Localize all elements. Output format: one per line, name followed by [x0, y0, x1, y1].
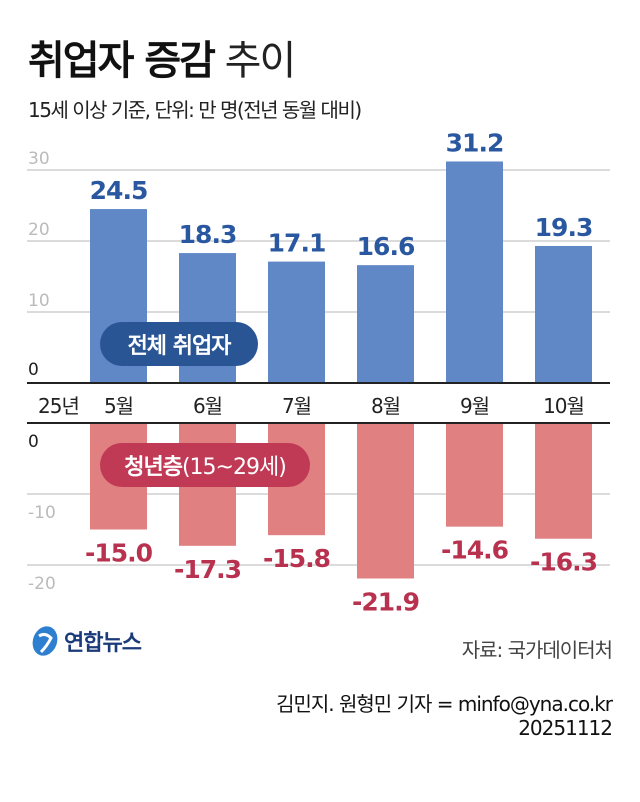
data-label-youth: -17.3 [174, 555, 241, 584]
bar-total [535, 245, 592, 383]
bar-total [268, 261, 325, 383]
data-label-total: 24.5 [90, 176, 148, 205]
bar-total [446, 161, 503, 383]
data-label-youth: -21.9 [352, 587, 419, 616]
bar-youth [535, 423, 592, 539]
credit-date: 20251112 [518, 716, 613, 740]
data-label-youth: -16.3 [530, 548, 597, 577]
y-tick-label: 10 [28, 291, 50, 311]
legend-pill-total: 전체 취업자 [100, 322, 258, 366]
x-tick-label: 9월 [460, 394, 489, 418]
x-tick-label: 6월 [193, 394, 222, 418]
y-tick-label: 20 [28, 220, 50, 240]
y-tick-label: 30 [28, 149, 50, 169]
legend-pill-youth: 청년층 (15~29세) [100, 443, 310, 487]
legend-youth-label: 청년층 [124, 455, 183, 480]
legend-total-label: 전체 취업자 [127, 334, 232, 359]
data-label-youth: -14.6 [441, 536, 509, 565]
credit: 김민지. 원형민 기자 = minfo@yna.co.kr 20251112 [276, 692, 613, 740]
bar-chart: 0 10 20 30 0 -10 -20 24.5 18.3 17.1 16.6 31.2 19.3 -1… [27, 128, 610, 616]
y-tick-label: -10 [28, 503, 56, 523]
x-tick-label: 7월 [282, 394, 311, 418]
x-tick-label: 10월 [543, 394, 584, 418]
y-tick-label: -20 [28, 574, 56, 594]
x-tick-label: 8월 [371, 394, 400, 418]
y-tick-label: 0 [28, 432, 39, 452]
x-tick-label: 5월 [104, 394, 133, 418]
data-label-youth: -15.8 [263, 544, 330, 573]
data-label-youth: -15.0 [85, 539, 153, 568]
y-tick-label: 0 [28, 360, 39, 380]
credit-author: 김민지. 원형민 기자 = minfo@yna.co.kr [276, 692, 613, 716]
yonhap-logo-icon [32, 626, 58, 656]
chart-title: 취업자 증감 추이 [28, 28, 297, 86]
bar-youth [357, 423, 414, 579]
chart-subtitle: 15세 이상 기준, 단위: 만 명(전년 동월 대비) [28, 98, 362, 122]
bar-total [357, 265, 414, 383]
source-note: 자료: 국가데이터처 [461, 638, 613, 662]
data-label-total: 16.6 [357, 232, 415, 261]
yonhap-logo: 연합뉴스 [30, 624, 142, 658]
data-label-total: 17.1 [268, 229, 326, 258]
data-label-total: 31.2 [446, 128, 504, 157]
title-bold: 취업자 증감 [28, 38, 216, 84]
legend-youth-age: (15~29세) [181, 455, 287, 480]
year-label: 25년 [38, 394, 79, 418]
data-label-total: 18.3 [179, 220, 237, 249]
title-light: 추이 [224, 38, 297, 84]
bar-youth [446, 423, 503, 527]
data-label-total: 19.3 [535, 213, 593, 242]
logo-text: 연합뉴스 [64, 631, 142, 656]
